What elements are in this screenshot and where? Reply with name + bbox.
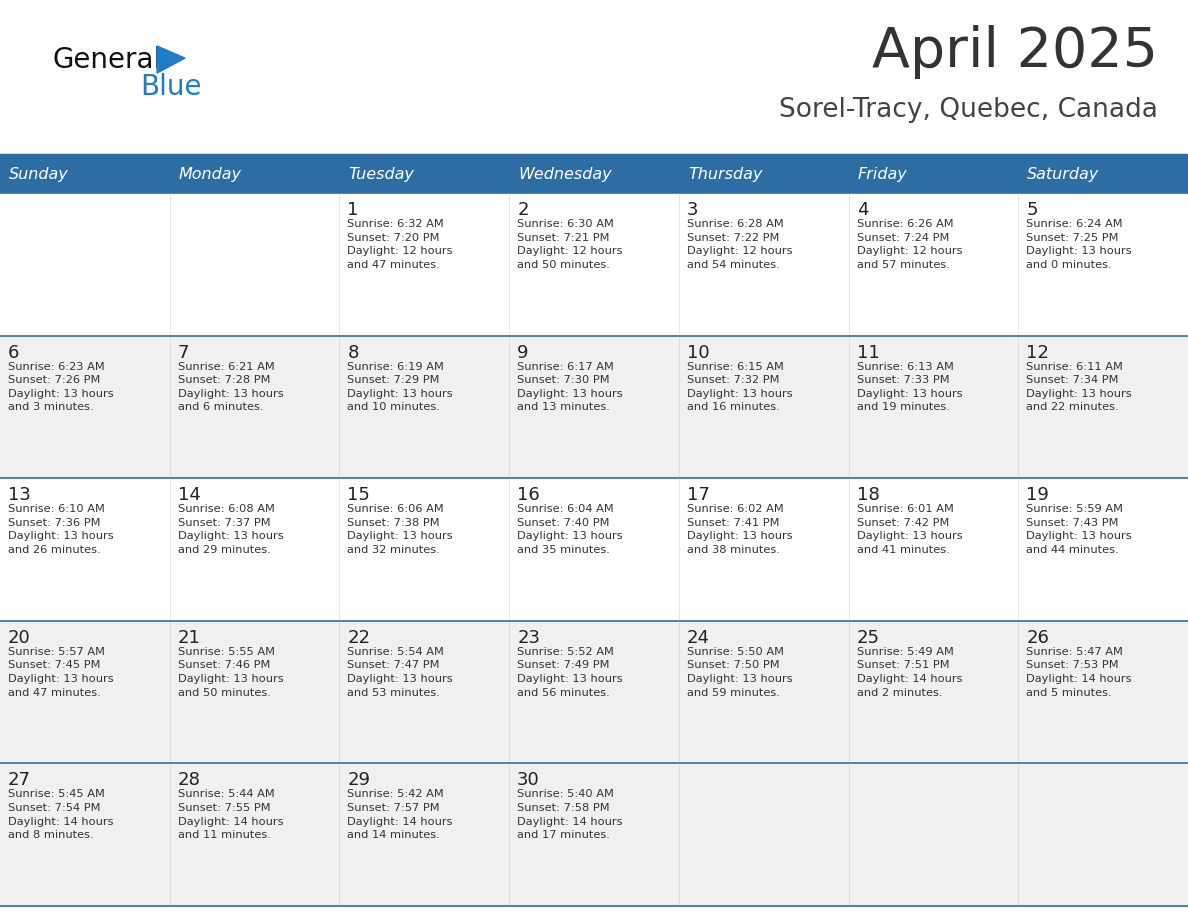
Text: 24: 24	[687, 629, 710, 647]
Text: 7: 7	[178, 343, 189, 362]
Text: Sunrise: 5:45 AM
Sunset: 7:54 PM
Daylight: 14 hours
and 8 minutes.: Sunrise: 5:45 AM Sunset: 7:54 PM Dayligh…	[8, 789, 114, 840]
Text: 13: 13	[8, 487, 31, 504]
Text: Sunrise: 6:17 AM
Sunset: 7:30 PM
Daylight: 13 hours
and 13 minutes.: Sunrise: 6:17 AM Sunset: 7:30 PM Dayligh…	[517, 362, 623, 412]
Bar	[0, 478, 1188, 621]
Bar	[0, 764, 1188, 906]
Text: 8: 8	[347, 343, 359, 362]
Text: 26: 26	[1026, 629, 1049, 647]
Text: 6: 6	[8, 343, 19, 362]
Text: 20: 20	[8, 629, 31, 647]
Text: Sunrise: 6:19 AM
Sunset: 7:29 PM
Daylight: 13 hours
and 10 minutes.: Sunrise: 6:19 AM Sunset: 7:29 PM Dayligh…	[347, 362, 453, 412]
Text: Sunrise: 5:59 AM
Sunset: 7:43 PM
Daylight: 13 hours
and 44 minutes.: Sunrise: 5:59 AM Sunset: 7:43 PM Dayligh…	[1026, 504, 1132, 555]
Text: Wednesday: Wednesday	[518, 166, 612, 182]
Text: 27: 27	[8, 771, 31, 789]
Text: Sunrise: 6:15 AM
Sunset: 7:32 PM
Daylight: 13 hours
and 16 minutes.: Sunrise: 6:15 AM Sunset: 7:32 PM Dayligh…	[687, 362, 792, 412]
Text: 18: 18	[857, 487, 879, 504]
Text: 21: 21	[178, 629, 201, 647]
Text: 10: 10	[687, 343, 709, 362]
Text: 23: 23	[517, 629, 541, 647]
Text: 11: 11	[857, 343, 879, 362]
Text: Sunrise: 5:52 AM
Sunset: 7:49 PM
Daylight: 13 hours
and 56 minutes.: Sunrise: 5:52 AM Sunset: 7:49 PM Dayligh…	[517, 647, 623, 698]
Text: 9: 9	[517, 343, 529, 362]
Text: 2: 2	[517, 201, 529, 219]
Text: Sunrise: 5:44 AM
Sunset: 7:55 PM
Daylight: 14 hours
and 11 minutes.: Sunrise: 5:44 AM Sunset: 7:55 PM Dayligh…	[178, 789, 283, 840]
Text: Sunrise: 5:54 AM
Sunset: 7:47 PM
Daylight: 13 hours
and 53 minutes.: Sunrise: 5:54 AM Sunset: 7:47 PM Dayligh…	[347, 647, 453, 698]
Text: Sunrise: 6:26 AM
Sunset: 7:24 PM
Daylight: 12 hours
and 57 minutes.: Sunrise: 6:26 AM Sunset: 7:24 PM Dayligh…	[857, 219, 962, 270]
Text: 14: 14	[178, 487, 201, 504]
Text: Sunrise: 6:32 AM
Sunset: 7:20 PM
Daylight: 12 hours
and 47 minutes.: Sunrise: 6:32 AM Sunset: 7:20 PM Dayligh…	[347, 219, 453, 270]
Text: 12: 12	[1026, 343, 1049, 362]
Text: Tuesday: Tuesday	[348, 166, 415, 182]
Bar	[0, 336, 1188, 478]
Text: 16: 16	[517, 487, 539, 504]
Bar	[0, 193, 1188, 336]
Text: Sunrise: 6:23 AM
Sunset: 7:26 PM
Daylight: 13 hours
and 3 minutes.: Sunrise: 6:23 AM Sunset: 7:26 PM Dayligh…	[8, 362, 114, 412]
Text: General: General	[52, 46, 162, 74]
Text: Sunrise: 5:42 AM
Sunset: 7:57 PM
Daylight: 14 hours
and 14 minutes.: Sunrise: 5:42 AM Sunset: 7:57 PM Dayligh…	[347, 789, 453, 840]
Text: April 2025: April 2025	[872, 25, 1158, 79]
Polygon shape	[157, 46, 185, 73]
Text: 30: 30	[517, 771, 539, 789]
Text: Sunrise: 6:02 AM
Sunset: 7:41 PM
Daylight: 13 hours
and 38 minutes.: Sunrise: 6:02 AM Sunset: 7:41 PM Dayligh…	[687, 504, 792, 555]
Text: Sunrise: 6:28 AM
Sunset: 7:22 PM
Daylight: 12 hours
and 54 minutes.: Sunrise: 6:28 AM Sunset: 7:22 PM Dayligh…	[687, 219, 792, 270]
Text: 15: 15	[347, 487, 371, 504]
Text: Sorel-Tracy, Quebec, Canada: Sorel-Tracy, Quebec, Canada	[779, 97, 1158, 123]
Text: Sunrise: 5:40 AM
Sunset: 7:58 PM
Daylight: 14 hours
and 17 minutes.: Sunrise: 5:40 AM Sunset: 7:58 PM Dayligh…	[517, 789, 623, 840]
Text: Sunrise: 6:04 AM
Sunset: 7:40 PM
Daylight: 13 hours
and 35 minutes.: Sunrise: 6:04 AM Sunset: 7:40 PM Dayligh…	[517, 504, 623, 555]
Text: Sunrise: 6:08 AM
Sunset: 7:37 PM
Daylight: 13 hours
and 29 minutes.: Sunrise: 6:08 AM Sunset: 7:37 PM Dayligh…	[178, 504, 284, 555]
Text: Sunrise: 5:49 AM
Sunset: 7:51 PM
Daylight: 14 hours
and 2 minutes.: Sunrise: 5:49 AM Sunset: 7:51 PM Dayligh…	[857, 647, 962, 698]
Text: Sunrise: 6:11 AM
Sunset: 7:34 PM
Daylight: 13 hours
and 22 minutes.: Sunrise: 6:11 AM Sunset: 7:34 PM Dayligh…	[1026, 362, 1132, 412]
Text: 29: 29	[347, 771, 371, 789]
Text: Sunrise: 6:01 AM
Sunset: 7:42 PM
Daylight: 13 hours
and 41 minutes.: Sunrise: 6:01 AM Sunset: 7:42 PM Dayligh…	[857, 504, 962, 555]
Text: 28: 28	[178, 771, 201, 789]
Text: 17: 17	[687, 487, 709, 504]
Text: Sunrise: 5:57 AM
Sunset: 7:45 PM
Daylight: 13 hours
and 47 minutes.: Sunrise: 5:57 AM Sunset: 7:45 PM Dayligh…	[8, 647, 114, 698]
Text: 22: 22	[347, 629, 371, 647]
Text: Sunrise: 6:10 AM
Sunset: 7:36 PM
Daylight: 13 hours
and 26 minutes.: Sunrise: 6:10 AM Sunset: 7:36 PM Dayligh…	[8, 504, 114, 555]
Text: Sunrise: 6:06 AM
Sunset: 7:38 PM
Daylight: 13 hours
and 32 minutes.: Sunrise: 6:06 AM Sunset: 7:38 PM Dayligh…	[347, 504, 453, 555]
Text: Monday: Monday	[178, 166, 241, 182]
Text: Thursday: Thursday	[688, 166, 763, 182]
Text: Saturday: Saturday	[1028, 166, 1100, 182]
Text: Sunrise: 5:50 AM
Sunset: 7:50 PM
Daylight: 13 hours
and 59 minutes.: Sunrise: 5:50 AM Sunset: 7:50 PM Dayligh…	[687, 647, 792, 698]
Text: Sunrise: 6:30 AM
Sunset: 7:21 PM
Daylight: 12 hours
and 50 minutes.: Sunrise: 6:30 AM Sunset: 7:21 PM Dayligh…	[517, 219, 623, 270]
Text: Friday: Friday	[858, 166, 908, 182]
Bar	[0, 155, 1188, 193]
Text: Sunrise: 5:47 AM
Sunset: 7:53 PM
Daylight: 14 hours
and 5 minutes.: Sunrise: 5:47 AM Sunset: 7:53 PM Dayligh…	[1026, 647, 1132, 698]
Text: Sunrise: 6:13 AM
Sunset: 7:33 PM
Daylight: 13 hours
and 19 minutes.: Sunrise: 6:13 AM Sunset: 7:33 PM Dayligh…	[857, 362, 962, 412]
Text: Blue: Blue	[140, 73, 202, 101]
Text: 3: 3	[687, 201, 699, 219]
Text: 19: 19	[1026, 487, 1049, 504]
Text: Sunrise: 6:24 AM
Sunset: 7:25 PM
Daylight: 13 hours
and 0 minutes.: Sunrise: 6:24 AM Sunset: 7:25 PM Dayligh…	[1026, 219, 1132, 270]
Text: 5: 5	[1026, 201, 1038, 219]
Text: 25: 25	[857, 629, 879, 647]
Text: Sunday: Sunday	[10, 166, 69, 182]
Bar	[0, 621, 1188, 764]
Text: Sunrise: 6:21 AM
Sunset: 7:28 PM
Daylight: 13 hours
and 6 minutes.: Sunrise: 6:21 AM Sunset: 7:28 PM Dayligh…	[178, 362, 284, 412]
Text: Sunrise: 5:55 AM
Sunset: 7:46 PM
Daylight: 13 hours
and 50 minutes.: Sunrise: 5:55 AM Sunset: 7:46 PM Dayligh…	[178, 647, 284, 698]
Text: 1: 1	[347, 201, 359, 219]
Text: 4: 4	[857, 201, 868, 219]
